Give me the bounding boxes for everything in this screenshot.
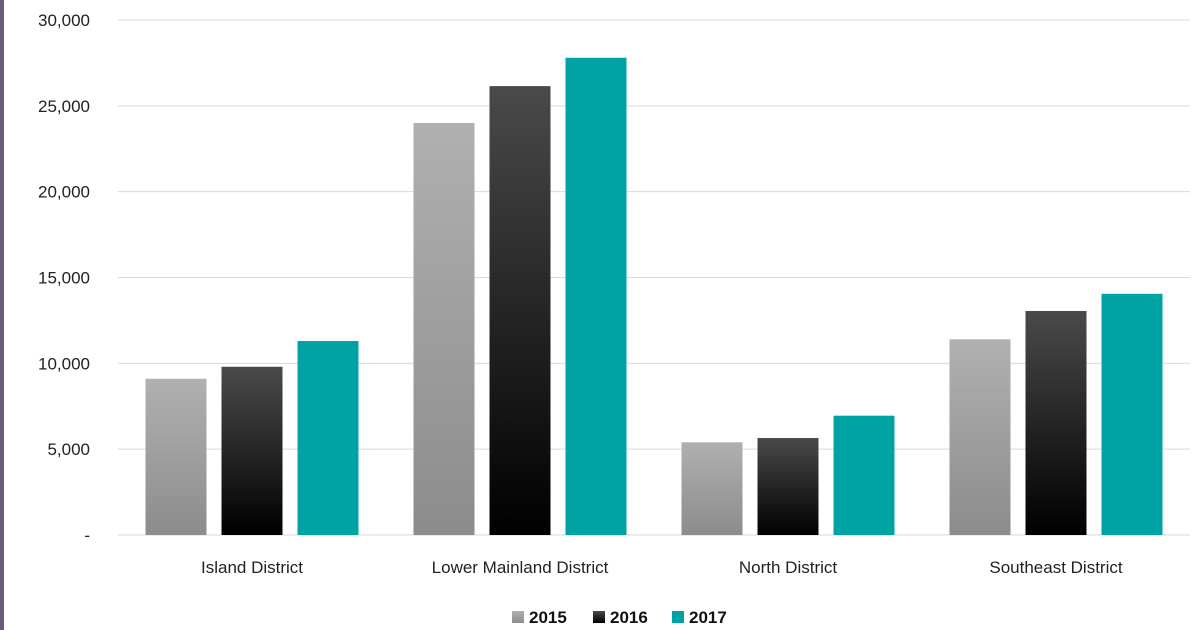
legend-label-2016: 2016 (610, 608, 648, 627)
bar-2015-north-district (681, 442, 743, 535)
bar-2015-island-district (145, 378, 207, 535)
legend-label-2017: 2017 (689, 608, 727, 627)
bar-2017-lower-mainland-district (565, 57, 627, 536)
x-category-label: Lower Mainland District (432, 558, 609, 577)
bar-2017-north-district (833, 415, 895, 535)
y-tick-label: 30,000 (38, 11, 90, 30)
bar-2017-southeast-district (1101, 293, 1163, 535)
x-category-label: Island District (201, 558, 303, 577)
bar-2017-island-district (297, 341, 359, 535)
x-category-label: North District (739, 558, 838, 577)
y-tick-label: 20,000 (38, 183, 90, 202)
legend-swatch-2017 (672, 611, 684, 623)
x-category-label: Southeast District (989, 558, 1122, 577)
x-axis-categories: Island District Lower Mainland District No… (201, 558, 1123, 577)
gridlines (118, 19, 1190, 536)
bar-2015-southeast-district (949, 339, 1011, 535)
y-tick-label: 10,000 (38, 354, 90, 373)
bars (145, 57, 1163, 536)
bar-2015-lower-mainland-district (413, 123, 475, 535)
y-tick-label: 5,000 (47, 440, 90, 459)
y-axis-ticks: - 5,000 10,000 15,000 20,000 25,000 30,000 (38, 11, 90, 545)
bar-2016-island-district (221, 366, 283, 535)
bar-2016-southeast-district (1025, 310, 1087, 535)
legend: 2015 2016 2017 (512, 608, 727, 627)
bar-2016-north-district (757, 438, 819, 535)
legend-swatch-2015 (512, 611, 524, 623)
y-tick-label: 25,000 (38, 97, 90, 116)
bar-2016-lower-mainland-district (489, 86, 551, 535)
legend-label-2015: 2015 (529, 608, 567, 627)
y-tick-label: 15,000 (38, 269, 90, 288)
legend-swatch-2016 (593, 611, 605, 623)
y-tick-label: - (84, 526, 90, 545)
left-edge-strip (0, 0, 4, 630)
